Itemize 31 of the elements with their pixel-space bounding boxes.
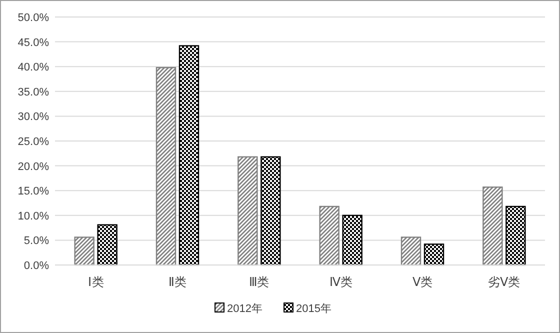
legend-label: 2015年 xyxy=(296,303,332,315)
bar xyxy=(74,236,94,266)
bar xyxy=(482,186,503,266)
y-tick-label: 35.0% xyxy=(18,86,50,98)
x-tick-label: 劣Ⅴ类 xyxy=(488,275,520,289)
bar xyxy=(506,206,526,266)
y-tick-label: 10.0% xyxy=(18,210,50,222)
y-tick-label: 5.0% xyxy=(24,235,50,248)
y-tick-label: 0.0% xyxy=(24,260,50,272)
y-tick-label: 45.0% xyxy=(18,36,50,49)
bar xyxy=(319,206,340,266)
y-tick-label: 20.0% xyxy=(18,160,50,173)
bar xyxy=(342,214,362,266)
y-tick-label: 50.0% xyxy=(18,12,50,24)
x-tick-label: Ⅰ类 xyxy=(88,275,104,289)
x-tick-label: Ⅴ类 xyxy=(412,275,432,289)
bar xyxy=(260,156,281,266)
y-tick-label: 25.0% xyxy=(18,136,50,148)
y-tick-label: 40.0% xyxy=(18,62,50,74)
x-tick-label: Ⅳ类 xyxy=(329,275,352,289)
bar xyxy=(156,66,176,266)
legend-label: 2012年 xyxy=(227,303,262,315)
y-tick-label: 30.0% xyxy=(18,111,50,124)
x-tick-label: Ⅲ类 xyxy=(249,275,270,289)
bar xyxy=(400,236,422,266)
bar xyxy=(238,156,258,266)
bar xyxy=(178,45,200,266)
x-tick-label: Ⅱ类 xyxy=(168,275,186,289)
y-tick-label: 15.0% xyxy=(18,186,50,198)
bar xyxy=(424,244,444,266)
bar xyxy=(97,224,118,266)
